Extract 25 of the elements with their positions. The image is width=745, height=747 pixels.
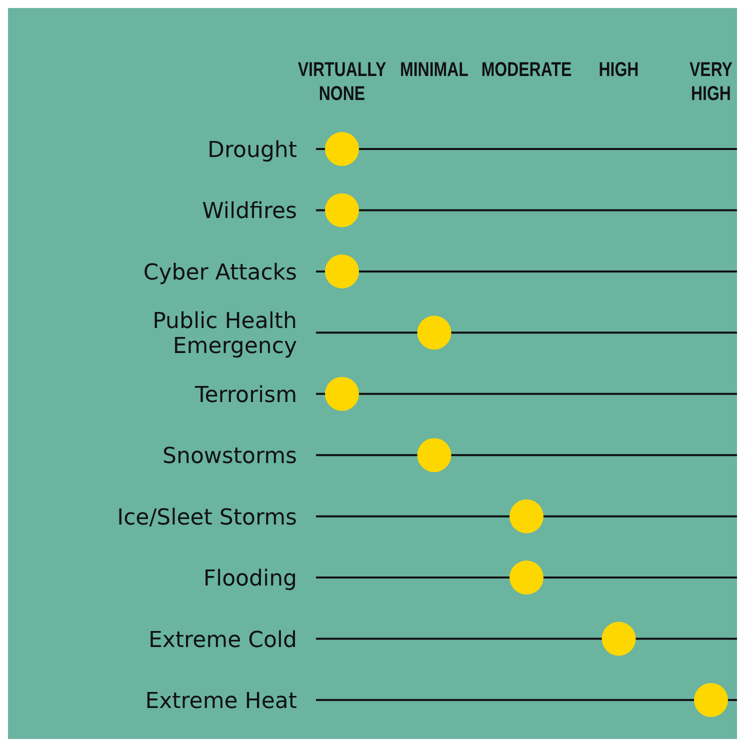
y-tick-label: Extreme Heat bbox=[145, 689, 298, 714]
y-tick-label: Cyber Attacks bbox=[143, 260, 297, 286]
y-tick-label: Drought bbox=[208, 138, 298, 163]
text: VIRTUALLY NONE bbox=[298, 58, 386, 104]
y-tick-label: Terrorism bbox=[194, 382, 297, 408]
point bbox=[510, 499, 544, 534]
point bbox=[325, 254, 359, 288]
text: HIGH bbox=[598, 58, 639, 80]
text: MINIMAL bbox=[400, 58, 468, 80]
point bbox=[417, 316, 452, 350]
text: MODERATE bbox=[481, 58, 572, 80]
point bbox=[694, 683, 728, 717]
y-tick-label: Extreme Cold bbox=[148, 628, 297, 653]
point bbox=[510, 560, 544, 595]
y-tick-label: Snowstorms bbox=[162, 444, 297, 470]
y-tick-label: Flooding bbox=[203, 566, 297, 592]
point bbox=[325, 132, 359, 166]
point bbox=[325, 376, 359, 411]
y-tick-label: Public Health Emergency bbox=[152, 309, 297, 360]
text: VERY HIGH bbox=[690, 58, 732, 104]
point bbox=[417, 438, 452, 472]
point bbox=[602, 622, 636, 656]
point bbox=[325, 193, 359, 228]
y-tick-label: Ice/Sleet Storms bbox=[117, 505, 297, 530]
y-tick-label: Wildfires bbox=[202, 199, 297, 224]
